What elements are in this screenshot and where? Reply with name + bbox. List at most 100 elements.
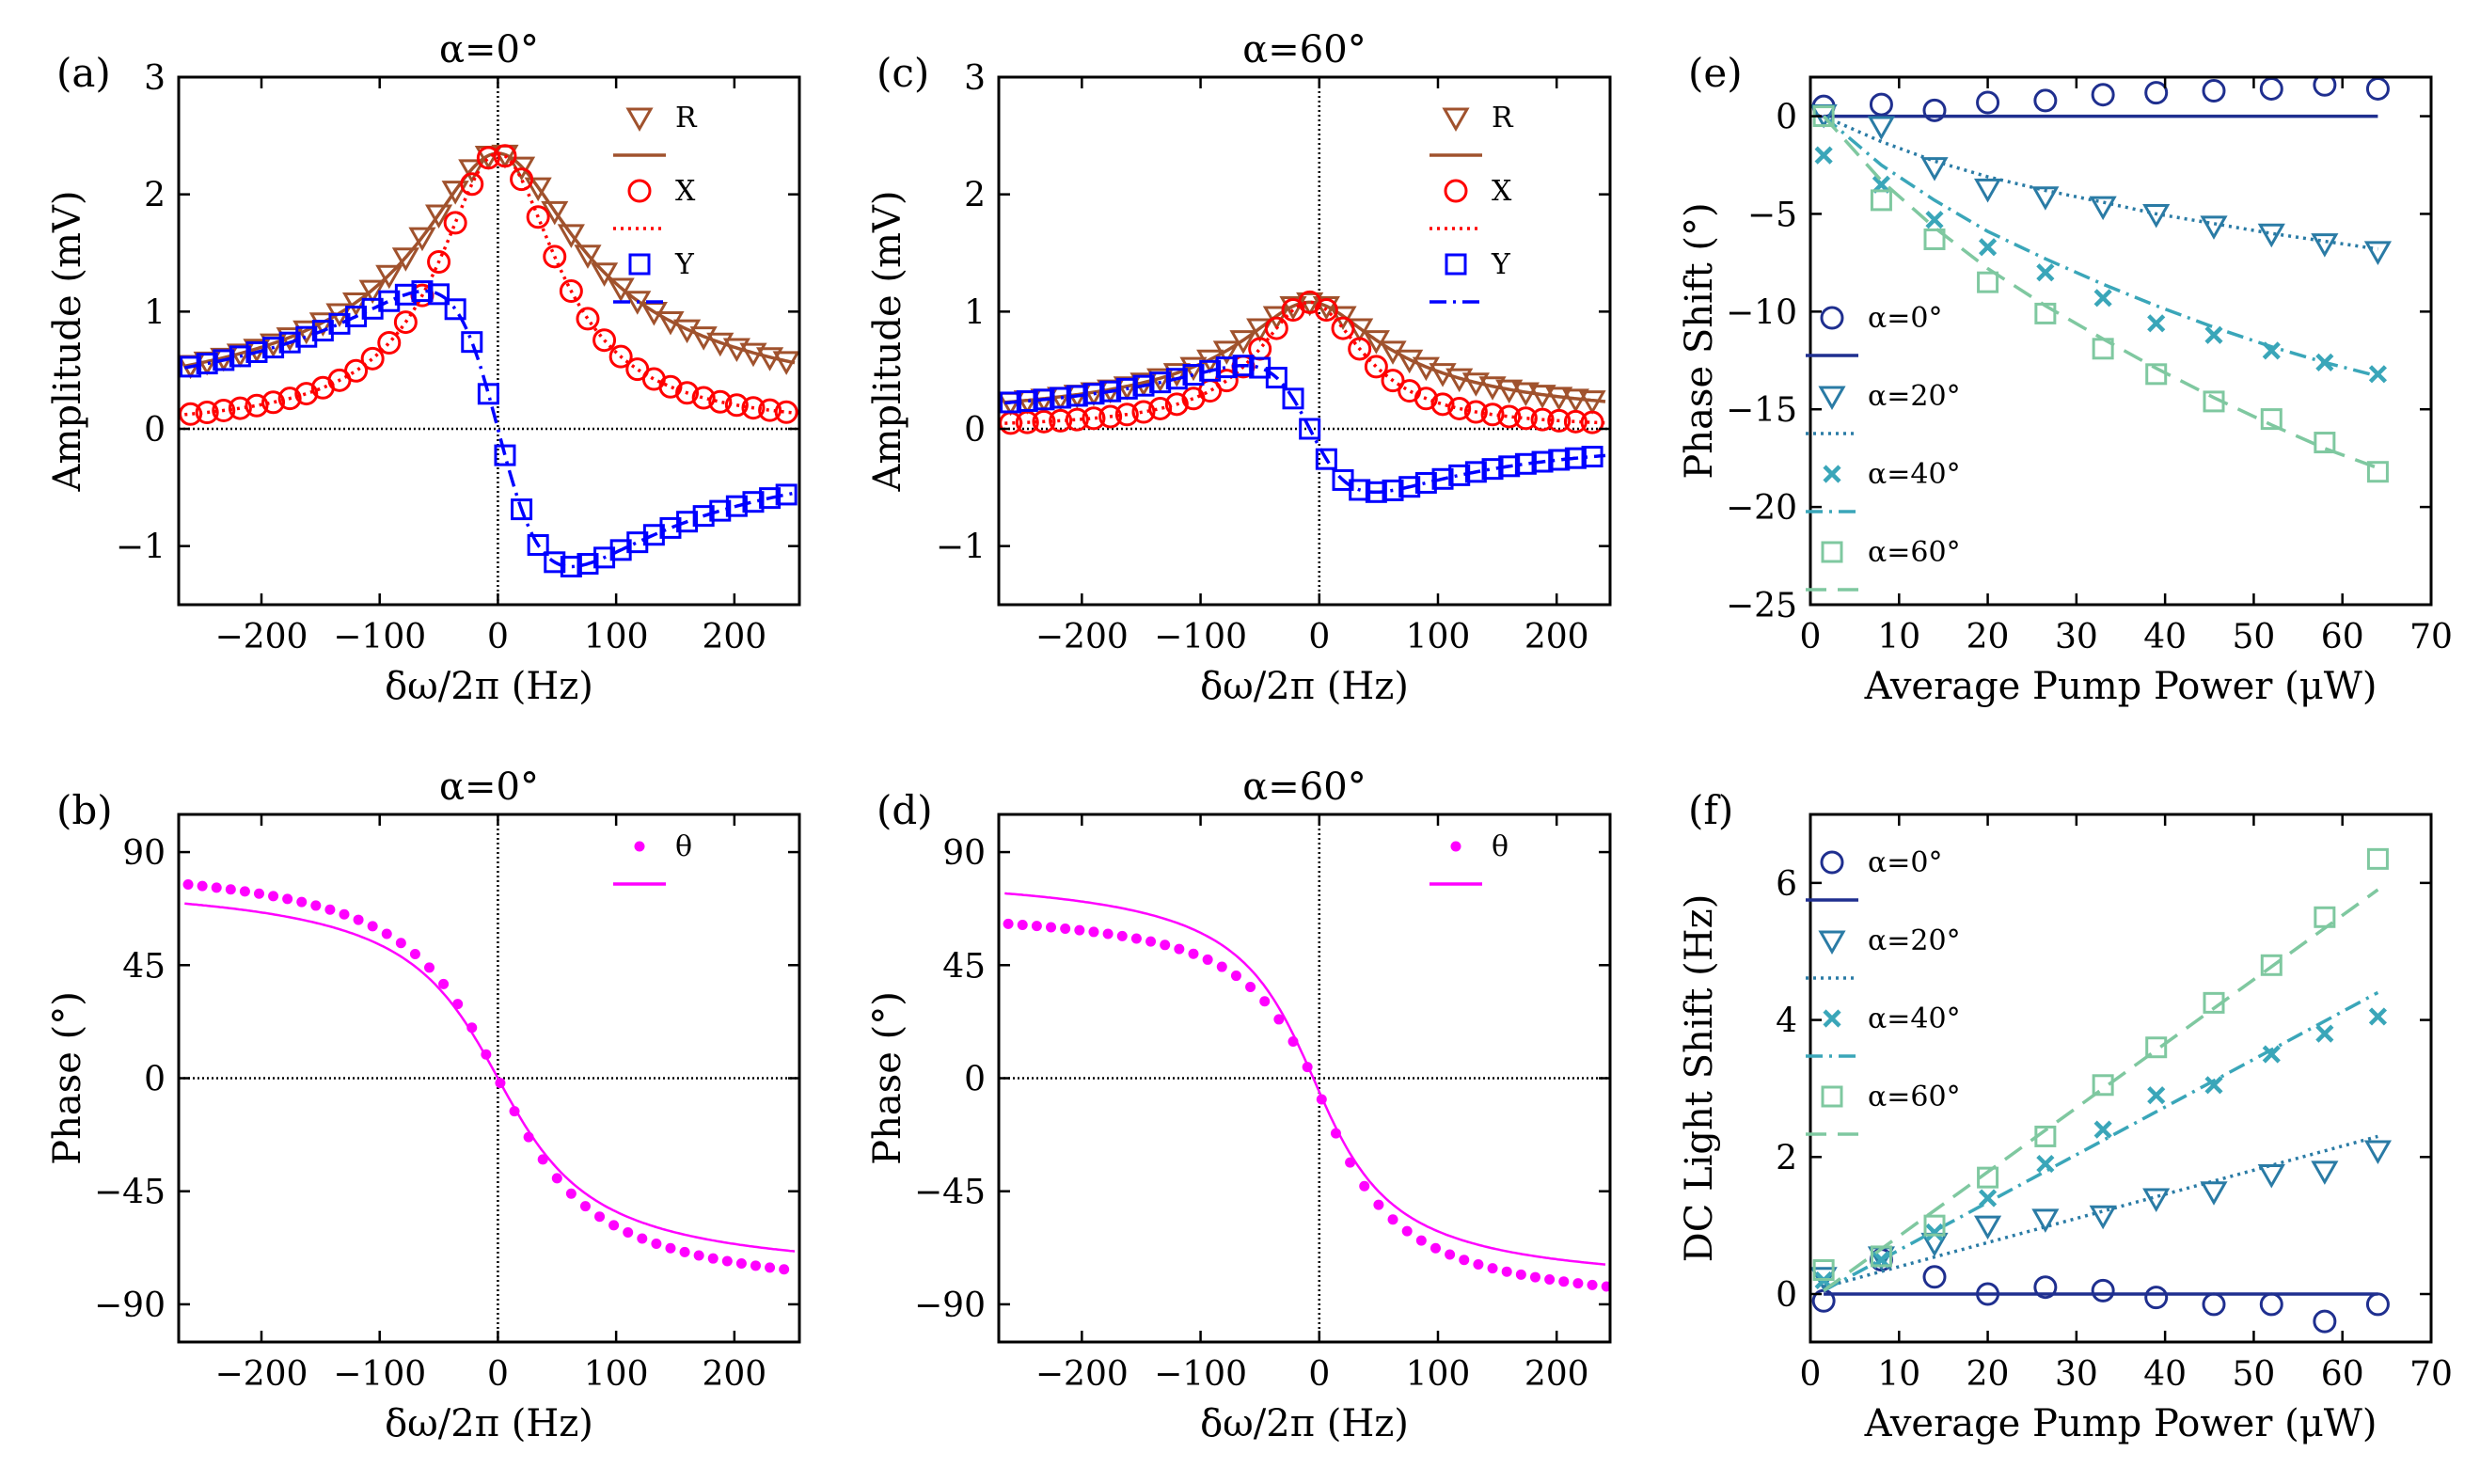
data-point <box>1870 189 1892 212</box>
data-point <box>1365 481 1387 503</box>
data-point <box>195 401 219 425</box>
axes-frame <box>177 75 801 607</box>
data-point <box>1581 446 1603 468</box>
legend-label: Y <box>674 248 695 281</box>
data-point <box>1199 359 1222 382</box>
fit-line-α=40° <box>1823 990 2379 1292</box>
legend-marker <box>1818 386 1846 411</box>
y-tick-label: 6 <box>1776 865 1797 904</box>
data-point <box>2033 88 2058 113</box>
data-point <box>1401 1225 1413 1237</box>
data-point <box>1497 404 1522 429</box>
data-point <box>1564 447 1587 469</box>
y-tick-label: −90 <box>94 1287 166 1325</box>
data-point <box>1480 403 1505 427</box>
x-tick-label: 20 <box>1967 618 2010 656</box>
data-point <box>1149 371 1172 394</box>
data-point <box>310 900 322 911</box>
data-point <box>443 211 467 235</box>
panel-e: 0 10 20 30 40 50 60 70 −25 −20 −15 −10 −5 0 Average Pu… <box>1678 50 2453 708</box>
data-point <box>1973 178 2002 203</box>
data-point <box>292 320 321 345</box>
x-tick-label: 70 <box>2409 1355 2453 1394</box>
data-point <box>2314 906 2336 928</box>
data-point <box>2259 1292 2283 1317</box>
data-point <box>1447 396 1472 420</box>
x-tick-label: −200 <box>1035 618 1129 656</box>
data-point <box>2142 203 2171 229</box>
data-point <box>577 552 599 575</box>
x-tick-label: −200 <box>215 618 308 656</box>
y-axis-label: Phase (°) <box>46 991 89 1165</box>
series-e-3 <box>1812 105 2389 483</box>
chart-title: α=0° <box>439 28 539 71</box>
data-point <box>476 146 500 170</box>
data-point <box>1529 1271 1540 1283</box>
panel-label: (d) <box>877 787 933 833</box>
data-point <box>2202 1292 2226 1317</box>
data-point <box>2203 991 2225 1014</box>
legend-marker <box>1445 253 1467 276</box>
x-tick-label: −100 <box>333 618 426 656</box>
data-point <box>2311 1160 2339 1185</box>
data-point <box>708 389 733 414</box>
data-point <box>1977 271 1999 293</box>
series-f-1 <box>1810 1134 2393 1291</box>
data-point <box>608 1220 620 1231</box>
data-point <box>225 884 236 895</box>
legend-marker <box>628 253 651 276</box>
data-point <box>1431 467 1454 490</box>
y-tick-label: 0 <box>1776 1276 1797 1315</box>
y-tick-label: 2 <box>964 177 986 215</box>
data-point <box>1033 388 1055 411</box>
data-point <box>1065 407 1089 432</box>
data-point <box>411 280 434 303</box>
data-point <box>1359 1180 1370 1192</box>
data-point <box>526 205 550 229</box>
data-point <box>1920 1232 1949 1257</box>
legend-marker <box>627 179 652 203</box>
series-e-1 <box>1810 103 2393 265</box>
fit-line-α=60° <box>1823 888 2379 1292</box>
legend-label: α=40° <box>1868 458 1961 491</box>
x-tick-label: 0 <box>1800 618 1822 656</box>
data-point <box>1561 388 1589 413</box>
data-point <box>1547 408 1572 433</box>
data-point <box>779 1264 790 1275</box>
panel-label: (c) <box>877 50 929 96</box>
data-point <box>2147 314 2166 333</box>
chart-title: α=0° <box>439 766 539 809</box>
data-point <box>574 245 602 269</box>
data-point <box>1478 376 1507 401</box>
y-tick-label: −45 <box>94 1174 166 1212</box>
data-point <box>2366 847 2389 870</box>
data-point <box>1414 387 1438 411</box>
data-point <box>2144 1286 2169 1310</box>
data-point <box>1976 1282 2000 1306</box>
data-point <box>544 551 566 574</box>
x-axis-label: Average Pump Power (μW) <box>1864 665 2377 708</box>
data-point <box>197 880 208 892</box>
data-point <box>626 531 649 554</box>
plot-area-f <box>1810 847 2393 1334</box>
y-tick-label: 45 <box>122 947 166 986</box>
y-axis-label: Phase (°) <box>866 991 909 1165</box>
y-tick-label: 0 <box>1776 99 1797 137</box>
data-point <box>2257 1164 2285 1189</box>
data-point <box>1572 1278 1584 1289</box>
data-point <box>381 928 392 939</box>
data-point <box>523 1131 534 1143</box>
legend-label: α=40° <box>1868 1002 1961 1035</box>
data-point <box>1287 1035 1299 1047</box>
data-point <box>253 888 264 899</box>
data-point <box>709 499 732 522</box>
y-tick-label: −15 <box>1726 391 1797 430</box>
y-tick-label: −10 <box>1726 293 1797 332</box>
data-point <box>693 1250 704 1261</box>
data-point <box>424 204 453 229</box>
y-tick-label: 2 <box>144 177 166 215</box>
data-point <box>452 999 464 1010</box>
data-point <box>1259 996 1271 1007</box>
data-point <box>1114 403 1139 427</box>
data-point <box>245 393 269 418</box>
